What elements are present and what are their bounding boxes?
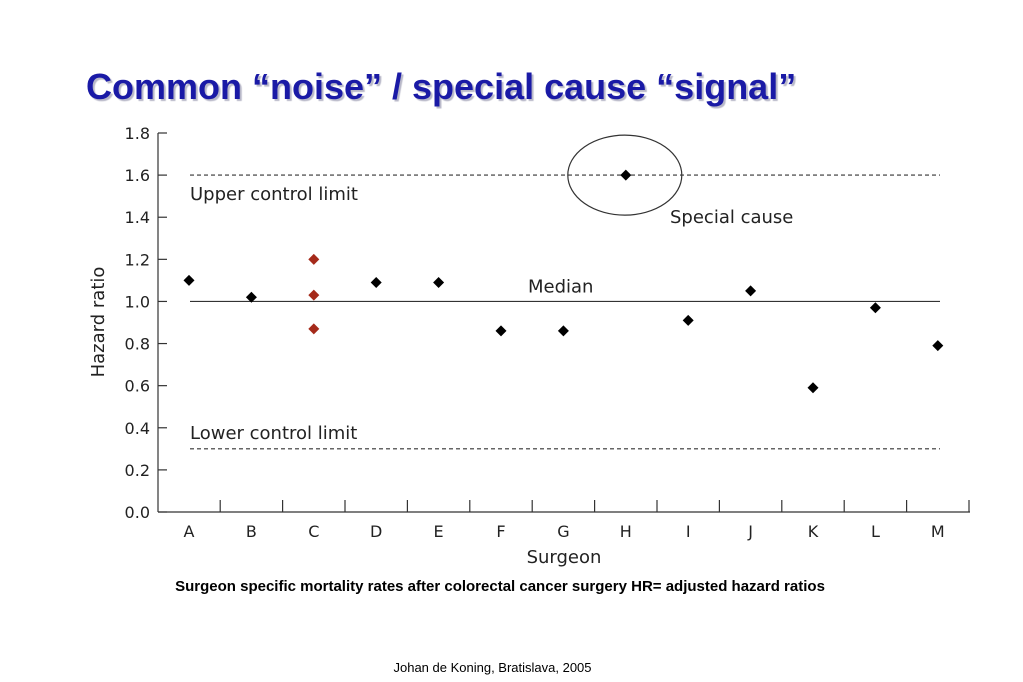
control-chart: 0.0 0.2 0.4 0.6 0.8 1.0 1.2 1.4 1.6 1.8 A B C D E F G H I J… bbox=[88, 124, 970, 568]
x-tick-label: B bbox=[246, 522, 257, 541]
y-tick-label: 0.4 bbox=[125, 419, 150, 438]
y-tick-label: 1.2 bbox=[125, 250, 150, 269]
median-label: Median bbox=[528, 276, 593, 297]
x-tick-label: F bbox=[496, 522, 505, 541]
y-axis-title: Hazard ratio bbox=[88, 267, 109, 378]
y-tick-label: 0.0 bbox=[125, 503, 150, 522]
y-tick-label: 1.6 bbox=[125, 166, 150, 185]
y-tick-label: 1.4 bbox=[125, 208, 150, 227]
chart-labels: Surgeon Hazard ratio Upper control limit Me… bbox=[88, 134, 793, 568]
x-tick-label: C bbox=[308, 522, 319, 541]
x-tick-label: G bbox=[557, 522, 569, 541]
data-point-l bbox=[869, 302, 881, 314]
data-point-c bbox=[308, 289, 320, 301]
data-point-f bbox=[495, 325, 507, 337]
data-point-c bbox=[308, 323, 320, 335]
x-tick-label: H bbox=[620, 522, 632, 541]
x-tick-label: A bbox=[184, 522, 195, 541]
data-point-c bbox=[308, 253, 320, 265]
x-tick-label: K bbox=[808, 522, 819, 541]
special-cause-ellipse bbox=[567, 134, 683, 216]
x-tick-label: I bbox=[686, 522, 691, 541]
data-point-g bbox=[557, 325, 569, 337]
y-tick-label: 1.8 bbox=[125, 124, 150, 143]
x-axis-title: Surgeon bbox=[527, 547, 602, 568]
data-point-a bbox=[183, 274, 195, 286]
chart-caption: Surgeon specific mortality rates after c… bbox=[175, 578, 825, 595]
x-tick-label: E bbox=[434, 522, 444, 541]
lower-control-limit-label: Lower control limit bbox=[190, 423, 357, 444]
x-tick-label: D bbox=[370, 522, 382, 541]
data-point-e bbox=[433, 276, 445, 288]
y-tick-label: 1.0 bbox=[125, 292, 150, 311]
data-point-i bbox=[682, 314, 694, 326]
upper-control-limit-label: Upper control limit bbox=[190, 184, 358, 205]
data-point-j bbox=[745, 285, 757, 297]
data-points bbox=[183, 169, 944, 394]
x-tick-label: M bbox=[931, 522, 945, 541]
y-tick-label: 0.8 bbox=[125, 335, 150, 354]
x-tick-label: L bbox=[871, 522, 880, 541]
data-point-h bbox=[620, 169, 632, 181]
data-point-m bbox=[932, 340, 944, 352]
x-tick-label: J bbox=[747, 522, 753, 541]
data-point-b bbox=[245, 291, 257, 303]
slide-title: Common “noise” / special cause “signal” bbox=[86, 66, 797, 107]
reference-lines bbox=[190, 174, 940, 450]
data-point-k bbox=[807, 382, 819, 394]
y-tick-label: 0.2 bbox=[125, 461, 150, 480]
data-point-d bbox=[370, 276, 382, 288]
y-tick-label: 0.6 bbox=[125, 377, 150, 396]
special-cause-label: Special cause bbox=[670, 207, 793, 228]
slide-footer: Johan de Koning, Bratislava, 2005 bbox=[393, 660, 592, 675]
chart-axes: 0.0 0.2 0.4 0.6 0.8 1.0 1.2 1.4 1.6 1.8 A B C D E F G H I J… bbox=[125, 124, 970, 541]
